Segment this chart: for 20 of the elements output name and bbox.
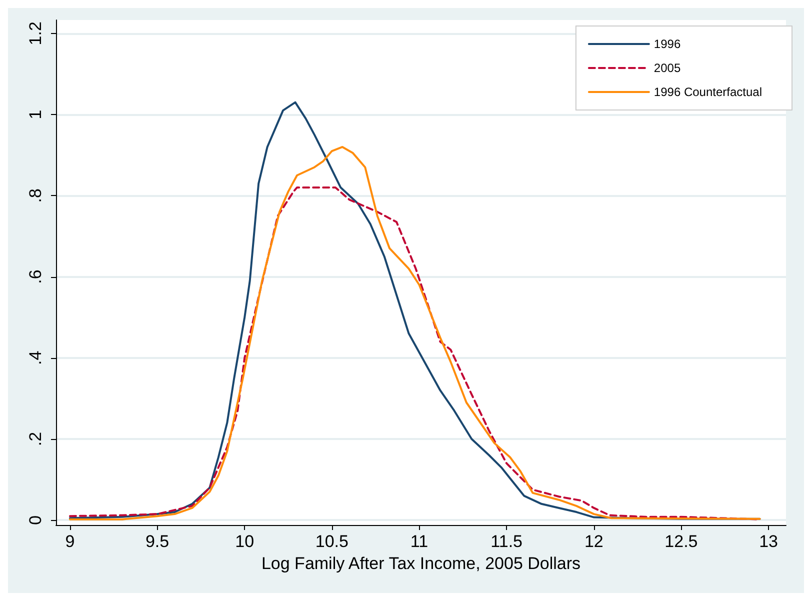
y-tick-label: .6 <box>26 270 45 284</box>
x-tick-label: 11.5 <box>490 532 522 551</box>
y-tick-label: .8 <box>26 188 45 203</box>
legend-label: 2005 <box>654 61 681 75</box>
y-tick-label: 0 <box>26 515 45 525</box>
y-tick-label: .2 <box>26 432 45 446</box>
x-axis-title: Log Family After Tax Income, 2005 Dollars <box>261 554 581 573</box>
x-tick-label: 10 <box>235 532 254 551</box>
x-tick-label: 13 <box>759 532 778 551</box>
y-tick-label: .4 <box>26 350 45 365</box>
x-tick-label: 12 <box>584 532 604 551</box>
legend-label: 1996 Counterfactual <box>654 85 762 99</box>
x-tick-label: 9 <box>65 532 75 551</box>
y-tick-label: 1 <box>26 110 45 120</box>
x-tick-label: 12.5 <box>664 532 698 551</box>
x-tick-label: 10.5 <box>315 532 348 551</box>
legend-label: 1996 <box>654 37 681 51</box>
x-tick-label: 11 <box>410 532 428 551</box>
y-tick-label: 1.2 <box>26 22 45 46</box>
x-tick-label: 9.5 <box>145 532 170 551</box>
